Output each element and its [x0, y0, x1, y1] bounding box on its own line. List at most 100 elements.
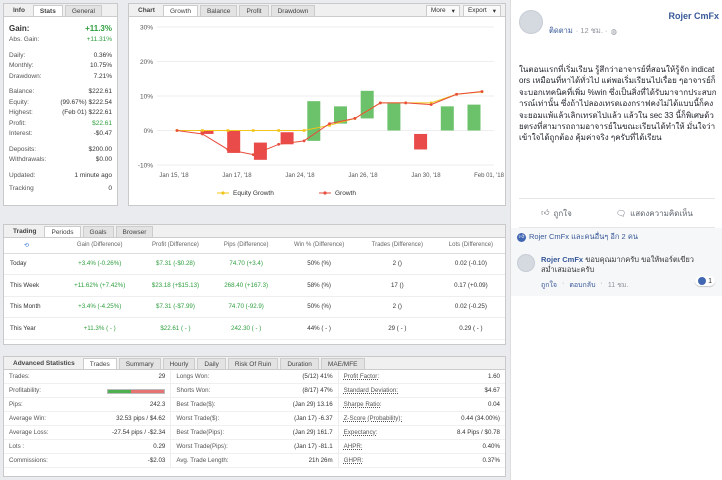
periods-table: ⟲ Gain (Difference) Profit (Difference) …	[4, 238, 505, 340]
col-win[interactable]: Win % (Difference)	[280, 238, 358, 254]
post-text: ในตอนแรกที่เริ่มเรียน รู้สึกว่าอาจารย์ที…	[519, 65, 717, 143]
cell: 50% (%)	[280, 296, 358, 318]
profit-factor-label[interactable]: Profit Factor:	[343, 373, 380, 380]
updated-label: Updated:	[9, 171, 36, 179]
x-tick-label: Feb 01, '18	[474, 173, 504, 179]
more-dropdown[interactable]: More ▾	[425, 5, 460, 17]
thumbs-up-icon: 👍︎	[541, 208, 550, 217]
z-score-value: 0.44 (34.00%)	[461, 415, 500, 422]
chart-panel: Chart Growth Balance Profit Drawdown Mor…	[128, 3, 506, 206]
standard-deviation-label[interactable]: Standard Deviation:	[343, 387, 399, 394]
author-name[interactable]: Rojer CmFx	[668, 11, 719, 21]
balance-value: $222.61	[88, 88, 113, 95]
comment-reply-link[interactable]: ตอบกลับ	[569, 282, 596, 289]
tracking-label: Tracking	[9, 185, 34, 192]
cell: 74.70 (-92.9)	[211, 296, 281, 318]
info-panel: Info Stats General Gain: +11.3% Abs. Gai…	[3, 3, 118, 206]
lots-value: 0.29	[153, 443, 166, 450]
comment-button[interactable]: 🗨︎ แสดงความคิดเห็น	[616, 207, 693, 220]
x-tick-label: Jan 30, '18	[411, 173, 441, 179]
profitability-bar	[107, 388, 166, 394]
tab-goals[interactable]: Goals	[82, 226, 114, 237]
tab-growth[interactable]: Growth	[162, 5, 198, 16]
monthly-value: 10.75%	[89, 62, 112, 69]
advanced-stats-grid: Trades: 29 Profitability: Pips: 242.3 Aver…	[4, 370, 505, 468]
stats-column-2: Longs Won: (5/12) 41% Shorts Won: (8/17) 4…	[171, 370, 339, 468]
withdrawals-label: Withdrawals:	[9, 156, 47, 163]
cell: 29 ( - )	[357, 317, 437, 340]
avatar[interactable]	[519, 10, 543, 34]
interest-value: -$0.47	[93, 130, 112, 137]
trades-value: 29	[158, 373, 166, 380]
tab-stats[interactable]: Stats	[32, 5, 63, 16]
y-tick-label: 10%	[140, 94, 153, 101]
tab-mae-mfe[interactable]: MAE/MFE	[320, 358, 365, 369]
legend-equity-marker	[221, 191, 225, 195]
cell: 2 ()	[357, 296, 437, 318]
ghpr-label[interactable]: GHPR:	[343, 457, 364, 464]
growth-line-point	[226, 148, 230, 151]
post-author[interactable]: Rojer CmFx	[549, 10, 719, 22]
sharpe-ratio-label[interactable]: Sharpe Ratio:	[343, 401, 382, 408]
avatar[interactable]	[517, 254, 535, 272]
equity-growth-line-point	[277, 129, 280, 132]
cell: 0.02 (-0.10)	[436, 253, 505, 275]
expectancy-label[interactable]: Expectancy:	[343, 429, 378, 436]
tracking-value: 0	[108, 185, 112, 192]
tab-balance[interactable]: Balance	[199, 5, 238, 16]
refresh-icon[interactable]: ⟲	[4, 238, 61, 254]
col-pips[interactable]: Pips (Difference)	[211, 238, 281, 254]
deposits-row: Deposits: $200.00	[4, 145, 117, 156]
like-button[interactable]: 👍︎ ถูกใจ	[541, 207, 572, 220]
tab-info[interactable]: Info	[7, 5, 31, 16]
profit-label: Profit:	[9, 119, 26, 127]
post-time[interactable]: · 12 ชม. ·	[575, 26, 608, 35]
export-dropdown[interactable]: Export ▾	[462, 5, 501, 17]
comment-author[interactable]: Rojer CmFx	[541, 255, 584, 264]
tab-hourly[interactable]: Hourly	[162, 358, 196, 369]
col-gain[interactable]: Gain (Difference)	[60, 238, 140, 254]
avg-trade-length-label: Avg. Trade Length:	[176, 457, 229, 464]
tab-risk-of-ruin[interactable]: Risk Of Ruin	[227, 358, 279, 369]
equity-value: (99.67%) $222.54	[60, 98, 112, 106]
cell: 0.29 ( - )	[436, 317, 505, 340]
ghpr-value: 0.37%	[482, 457, 500, 464]
tab-profit[interactable]: Profit	[239, 5, 269, 16]
x-tick-label: Jan 15, '18	[159, 173, 189, 179]
z-score-label[interactable]: Z-Score (Probability):	[343, 415, 403, 422]
cell: 44% ( - )	[280, 317, 358, 340]
advanced-tabs: Advanced Statistics Trades Summary Hourl…	[4, 357, 505, 370]
daily-row: Daily: 0.36%	[4, 51, 117, 62]
worst-trade-usd-label: Worst Trade($):	[176, 415, 220, 422]
cell: +3.4% (-4.25%)	[60, 296, 140, 318]
average-loss-value: -27.54 pips / -$2.34	[112, 429, 166, 436]
cell: 242.30 ( - )	[211, 317, 281, 340]
updated-row: Updated: 1 minute ago	[4, 171, 117, 182]
tab-drawdown[interactable]: Drawdown	[270, 5, 316, 16]
likes-summary[interactable]: 👍︎ Rojer CmFx และคนอื่นๆ อีก 2 คน	[517, 231, 638, 243]
col-lots[interactable]: Lots (Difference)	[436, 238, 505, 254]
bar	[280, 132, 294, 145]
comment-time[interactable]: 11 ชม.	[607, 282, 629, 289]
col-profit[interactable]: Profit (Difference)	[139, 238, 212, 254]
tab-trades[interactable]: Trades	[82, 358, 117, 369]
tab-daily[interactable]: Daily	[197, 358, 226, 369]
tab-duration[interactable]: Duration	[280, 358, 319, 369]
tab-browser[interactable]: Browser	[115, 226, 154, 237]
tab-periods[interactable]: Periods	[44, 226, 81, 237]
abs-gain-value: +11.31%	[86, 36, 112, 43]
growth-line-point	[302, 139, 306, 143]
monthly-row: Monthly: 10.75%	[4, 61, 117, 72]
tab-summary[interactable]: Summary	[118, 358, 161, 369]
y-tick-label: 30%	[140, 25, 153, 32]
col-trades[interactable]: Trades (Difference)	[357, 238, 437, 254]
worst-trade-usd-value: (Jan 17) -6.37	[294, 415, 333, 422]
comment-like-count[interactable]: 1	[695, 276, 715, 286]
best-trade-usd-value: (Jan 29) 13.16	[292, 401, 333, 408]
more-label: More	[430, 7, 446, 14]
follow-link[interactable]: ติดตาม	[549, 26, 573, 35]
tab-general[interactable]: General	[64, 5, 102, 16]
ahpr-label[interactable]: AHPR:	[343, 443, 363, 450]
comment-like-link[interactable]: ถูกใจ	[541, 282, 557, 289]
pips-label: Pips:	[9, 401, 23, 408]
